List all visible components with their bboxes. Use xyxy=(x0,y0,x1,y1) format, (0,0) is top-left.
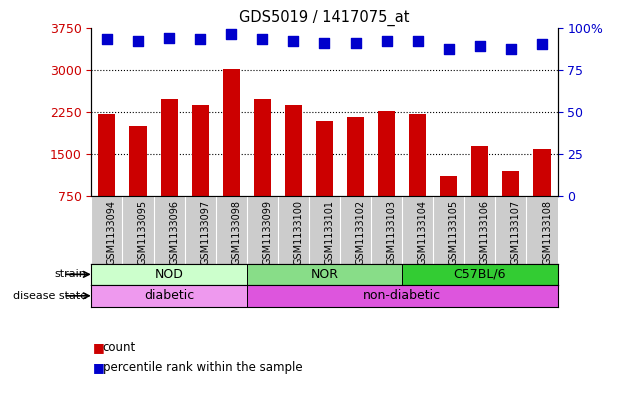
Text: GSM1133108: GSM1133108 xyxy=(542,200,552,264)
Bar xyxy=(378,111,395,196)
Bar xyxy=(402,264,558,285)
Text: GSM1133105: GSM1133105 xyxy=(449,200,459,264)
Point xyxy=(506,46,516,53)
Bar xyxy=(129,126,147,196)
Point xyxy=(226,31,236,37)
Point xyxy=(257,36,267,42)
Bar xyxy=(161,99,178,196)
Bar xyxy=(222,68,240,196)
Bar xyxy=(502,171,520,196)
Text: GSM1133095: GSM1133095 xyxy=(138,200,148,264)
Text: GSM1133099: GSM1133099 xyxy=(262,200,272,264)
Text: GSM1133100: GSM1133100 xyxy=(294,200,304,264)
Bar xyxy=(285,105,302,196)
Bar xyxy=(98,114,115,196)
Bar xyxy=(534,149,551,196)
Bar xyxy=(254,99,271,196)
Text: C57BL/6: C57BL/6 xyxy=(454,268,506,281)
Bar xyxy=(247,285,558,307)
Bar xyxy=(91,264,247,285)
Text: GSM1133102: GSM1133102 xyxy=(355,200,365,264)
Text: ■: ■ xyxy=(93,361,105,374)
Text: NOR: NOR xyxy=(311,268,338,281)
Text: count: count xyxy=(103,341,136,354)
Bar xyxy=(409,114,427,196)
Text: GSM1133094: GSM1133094 xyxy=(107,200,117,264)
Text: percentile rank within the sample: percentile rank within the sample xyxy=(103,361,302,374)
Bar xyxy=(471,145,488,196)
Text: NOD: NOD xyxy=(154,268,183,281)
Text: ■: ■ xyxy=(93,341,105,354)
Bar xyxy=(347,118,364,196)
Point xyxy=(164,35,174,41)
Text: diabetic: diabetic xyxy=(144,289,194,302)
Text: GSM1133098: GSM1133098 xyxy=(231,200,241,264)
Title: GDS5019 / 1417075_at: GDS5019 / 1417075_at xyxy=(239,10,410,26)
Point xyxy=(102,36,112,42)
Point xyxy=(319,40,329,46)
Bar xyxy=(91,285,247,307)
Point xyxy=(537,41,547,48)
Text: GSM1133107: GSM1133107 xyxy=(511,200,521,264)
Text: GSM1133103: GSM1133103 xyxy=(387,200,397,264)
Point xyxy=(350,40,360,46)
Point xyxy=(289,38,299,44)
Point xyxy=(444,46,454,53)
Point xyxy=(133,38,143,44)
Bar xyxy=(192,105,209,196)
Text: GSM1133106: GSM1133106 xyxy=(480,200,490,264)
Point xyxy=(382,38,392,44)
Text: GSM1133096: GSM1133096 xyxy=(169,200,179,264)
Point xyxy=(413,38,423,44)
Bar xyxy=(247,264,402,285)
Text: GSM1133104: GSM1133104 xyxy=(418,200,428,264)
Point xyxy=(475,43,485,49)
Text: GSM1133097: GSM1133097 xyxy=(200,200,210,264)
Text: disease state: disease state xyxy=(13,291,87,301)
Text: non-diabetic: non-diabetic xyxy=(363,289,441,302)
Text: GSM1133101: GSM1133101 xyxy=(324,200,335,264)
Text: strain: strain xyxy=(55,269,87,279)
Point xyxy=(195,36,205,42)
Bar xyxy=(440,176,457,196)
Bar xyxy=(316,121,333,196)
